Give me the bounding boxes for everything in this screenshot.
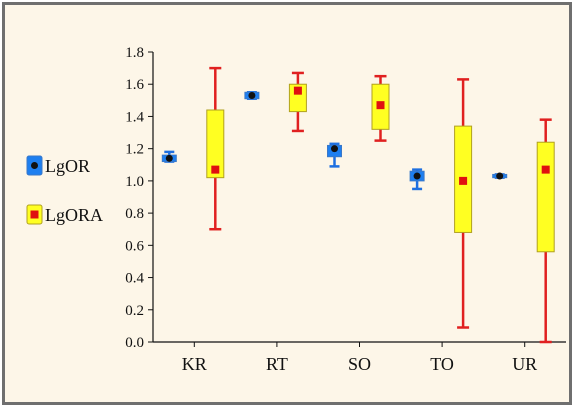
y-tick-label: 1.8 — [125, 45, 144, 61]
y-tick-label: 1.4 — [125, 109, 144, 125]
median-marker — [165, 154, 173, 162]
box-LgORA-RT — [288, 71, 307, 133]
legend-item-LgOR: LgOR — [26, 155, 90, 176]
median-marker — [413, 172, 421, 180]
x-tick-label: TO — [430, 354, 454, 374]
box-body — [288, 83, 307, 113]
y-tick-label: 0.4 — [125, 271, 144, 287]
median-marker — [248, 92, 256, 99]
box-LgOR-SO — [327, 142, 342, 168]
box-LgORA-SO — [371, 74, 390, 142]
chart-legend: LgOR LgORA — [26, 155, 103, 225]
y-tick-label: 1.0 — [125, 174, 144, 190]
median-marker — [496, 172, 504, 180]
y-tick-label: 1.2 — [125, 142, 144, 158]
box-LgORA-TO — [454, 78, 473, 329]
chart-boxes — [161, 66, 555, 344]
x-tick-label: SO — [348, 354, 371, 374]
legend-item-LgORA: LgORA — [26, 204, 103, 225]
box-LgORA-UR — [536, 118, 555, 344]
median-marker — [331, 145, 338, 153]
x-tick-label: RT — [266, 354, 288, 374]
y-tick-label: 0.2 — [125, 303, 144, 319]
box-LgOR-TO — [409, 168, 425, 191]
box-body — [206, 109, 225, 179]
legend-marker — [30, 210, 39, 219]
box-LgOR-KR — [161, 150, 177, 163]
median-marker — [293, 86, 302, 95]
box-LgOR-RT — [244, 91, 260, 100]
y-tick-label: 1.6 — [125, 77, 144, 93]
median-marker — [376, 101, 385, 110]
x-tick-label: UR — [512, 354, 537, 374]
y-tick-label: 0.0 — [125, 335, 144, 351]
median-marker — [459, 176, 468, 185]
y-tick-label: 0.8 — [125, 206, 144, 222]
box-LgOR-UR — [492, 172, 508, 180]
legend-marker — [31, 162, 38, 169]
legend-label: LgORA — [45, 205, 103, 225]
box-LgORA-KR — [206, 66, 225, 231]
chart-axes: 0.0 0.2 0.4 0.6 0.8 1.0 1.2 1.4 1.6 1.8 KR RT SO TO UR — [125, 45, 566, 374]
y-tick-label: 0.6 — [125, 238, 144, 254]
x-tick-label: KR — [182, 354, 207, 374]
median-marker — [541, 165, 550, 174]
median-marker — [211, 165, 220, 174]
legend-label: LgOR — [45, 156, 90, 176]
box-body — [536, 141, 555, 253]
